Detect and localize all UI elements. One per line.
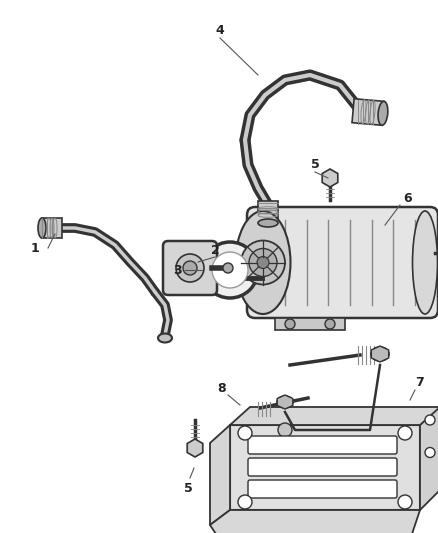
Circle shape xyxy=(176,254,204,282)
Circle shape xyxy=(257,256,269,269)
FancyBboxPatch shape xyxy=(248,458,397,476)
Polygon shape xyxy=(210,425,230,525)
Text: 3: 3 xyxy=(174,263,182,277)
FancyBboxPatch shape xyxy=(248,480,397,498)
Text: 5: 5 xyxy=(184,481,192,495)
Circle shape xyxy=(249,248,277,277)
Circle shape xyxy=(425,415,435,425)
Ellipse shape xyxy=(371,347,389,361)
Text: 1: 1 xyxy=(31,241,39,254)
Text: 6: 6 xyxy=(404,191,412,205)
Circle shape xyxy=(183,261,197,275)
FancyBboxPatch shape xyxy=(163,241,217,295)
Polygon shape xyxy=(322,169,338,187)
Polygon shape xyxy=(420,405,438,510)
Text: 7: 7 xyxy=(416,376,424,389)
Circle shape xyxy=(278,423,292,437)
Circle shape xyxy=(325,319,335,329)
Text: 8: 8 xyxy=(218,382,226,394)
FancyBboxPatch shape xyxy=(248,436,397,454)
Circle shape xyxy=(212,252,248,288)
Polygon shape xyxy=(230,425,420,510)
FancyBboxPatch shape xyxy=(247,207,438,318)
Circle shape xyxy=(241,240,285,285)
Text: 2: 2 xyxy=(211,244,219,256)
Polygon shape xyxy=(187,439,203,457)
Circle shape xyxy=(223,263,233,273)
Circle shape xyxy=(238,495,252,509)
Polygon shape xyxy=(230,407,438,425)
Circle shape xyxy=(238,426,252,440)
Circle shape xyxy=(285,319,295,329)
Polygon shape xyxy=(352,99,384,125)
Ellipse shape xyxy=(378,101,388,125)
Text: 4: 4 xyxy=(215,23,224,36)
Polygon shape xyxy=(275,318,345,330)
Ellipse shape xyxy=(236,211,290,314)
Polygon shape xyxy=(277,395,293,409)
Circle shape xyxy=(425,448,435,457)
Polygon shape xyxy=(210,510,420,533)
Ellipse shape xyxy=(277,396,293,408)
Ellipse shape xyxy=(413,211,438,314)
Ellipse shape xyxy=(158,334,172,343)
Circle shape xyxy=(202,242,258,298)
Ellipse shape xyxy=(38,218,46,238)
Polygon shape xyxy=(42,218,62,238)
Polygon shape xyxy=(371,346,389,362)
Ellipse shape xyxy=(258,219,278,227)
Polygon shape xyxy=(258,201,278,223)
Circle shape xyxy=(398,495,412,509)
Circle shape xyxy=(398,426,412,440)
Text: 5: 5 xyxy=(311,158,319,172)
